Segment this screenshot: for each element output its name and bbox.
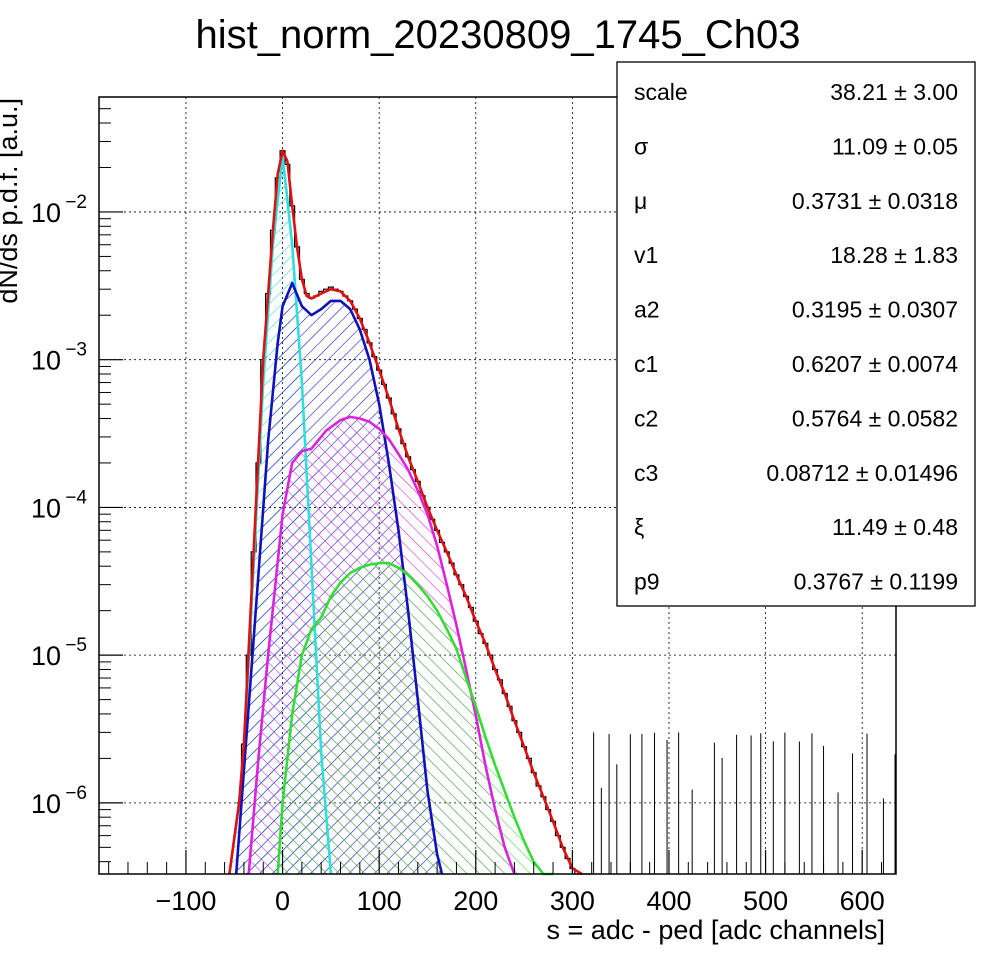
stats-param-value: 0.3767 ± 0.1199: [794, 569, 958, 595]
y-axis-ticks: 10−610−510−410−310−2: [31, 97, 123, 862]
stats-param-value: 11.49 ± 0.48: [832, 514, 958, 540]
stats-param-name: a2: [634, 297, 660, 323]
x-tick-label: 0: [275, 886, 290, 916]
stats-param-value: 0.3195 ± 0.0307: [792, 297, 958, 323]
stats-param-value: 0.5764 ± 0.0582: [792, 405, 958, 431]
y-tick-label: 10: [31, 641, 61, 671]
stats-param-value: 0.6207 ± 0.0074: [792, 351, 958, 377]
stats-param-name: c3: [634, 460, 658, 486]
y-tick-label: 10: [31, 346, 61, 376]
stats-param-name: v1: [634, 242, 658, 268]
chart-title: hist_norm_20230809_1745_Ch03: [196, 13, 801, 57]
fit-parameters-box: scale 38.21 ± 3.00 σ 11.09 ± 0.05 μ 0.3731 ± …: [617, 62, 975, 606]
stats-param-name: σ: [634, 133, 648, 159]
stats-param-name: c1: [634, 351, 658, 377]
x-tick-label: 500: [743, 886, 788, 916]
stats-param-name: p9: [634, 569, 660, 595]
stats-param-value: 0.08712 ± 0.01496: [766, 460, 958, 486]
x-tick-label: 200: [453, 886, 498, 916]
stats-param-name: scale: [634, 79, 688, 105]
y-tick-exponent: −3: [65, 340, 87, 361]
x-tick-label: −100: [156, 886, 217, 916]
stats-param-value: 18.28 ± 1.83: [830, 242, 958, 268]
stats-param-value: 11.09 ± 0.05: [832, 133, 958, 159]
x-axis-label: s = adc - ped [adc channels]: [547, 915, 885, 945]
x-tick-label: 300: [550, 886, 595, 916]
stats-param-name: c2: [634, 405, 658, 431]
stats-param-name: ξ: [634, 514, 644, 540]
stats-param-name: μ: [634, 188, 647, 214]
y-tick-label: 10: [31, 493, 61, 523]
y-axis-label: dN/ds p.d.f. [a.u.]: [0, 98, 23, 304]
x-tick-label: 600: [840, 886, 885, 916]
stats-param-value: 38.21 ± 3.00: [830, 79, 958, 105]
y-tick-label: 10: [31, 789, 61, 819]
y-tick-label: 10: [31, 198, 61, 228]
y-tick-exponent: −5: [65, 635, 87, 656]
x-tick-label: 400: [646, 886, 691, 916]
y-tick-exponent: −2: [65, 192, 87, 213]
y-tick-exponent: −4: [65, 487, 87, 508]
y-tick-exponent: −6: [65, 783, 87, 804]
x-tick-label: 100: [357, 886, 402, 916]
component-fills: [229, 156, 553, 874]
stats-param-value: 0.3731 ± 0.0318: [792, 188, 958, 214]
